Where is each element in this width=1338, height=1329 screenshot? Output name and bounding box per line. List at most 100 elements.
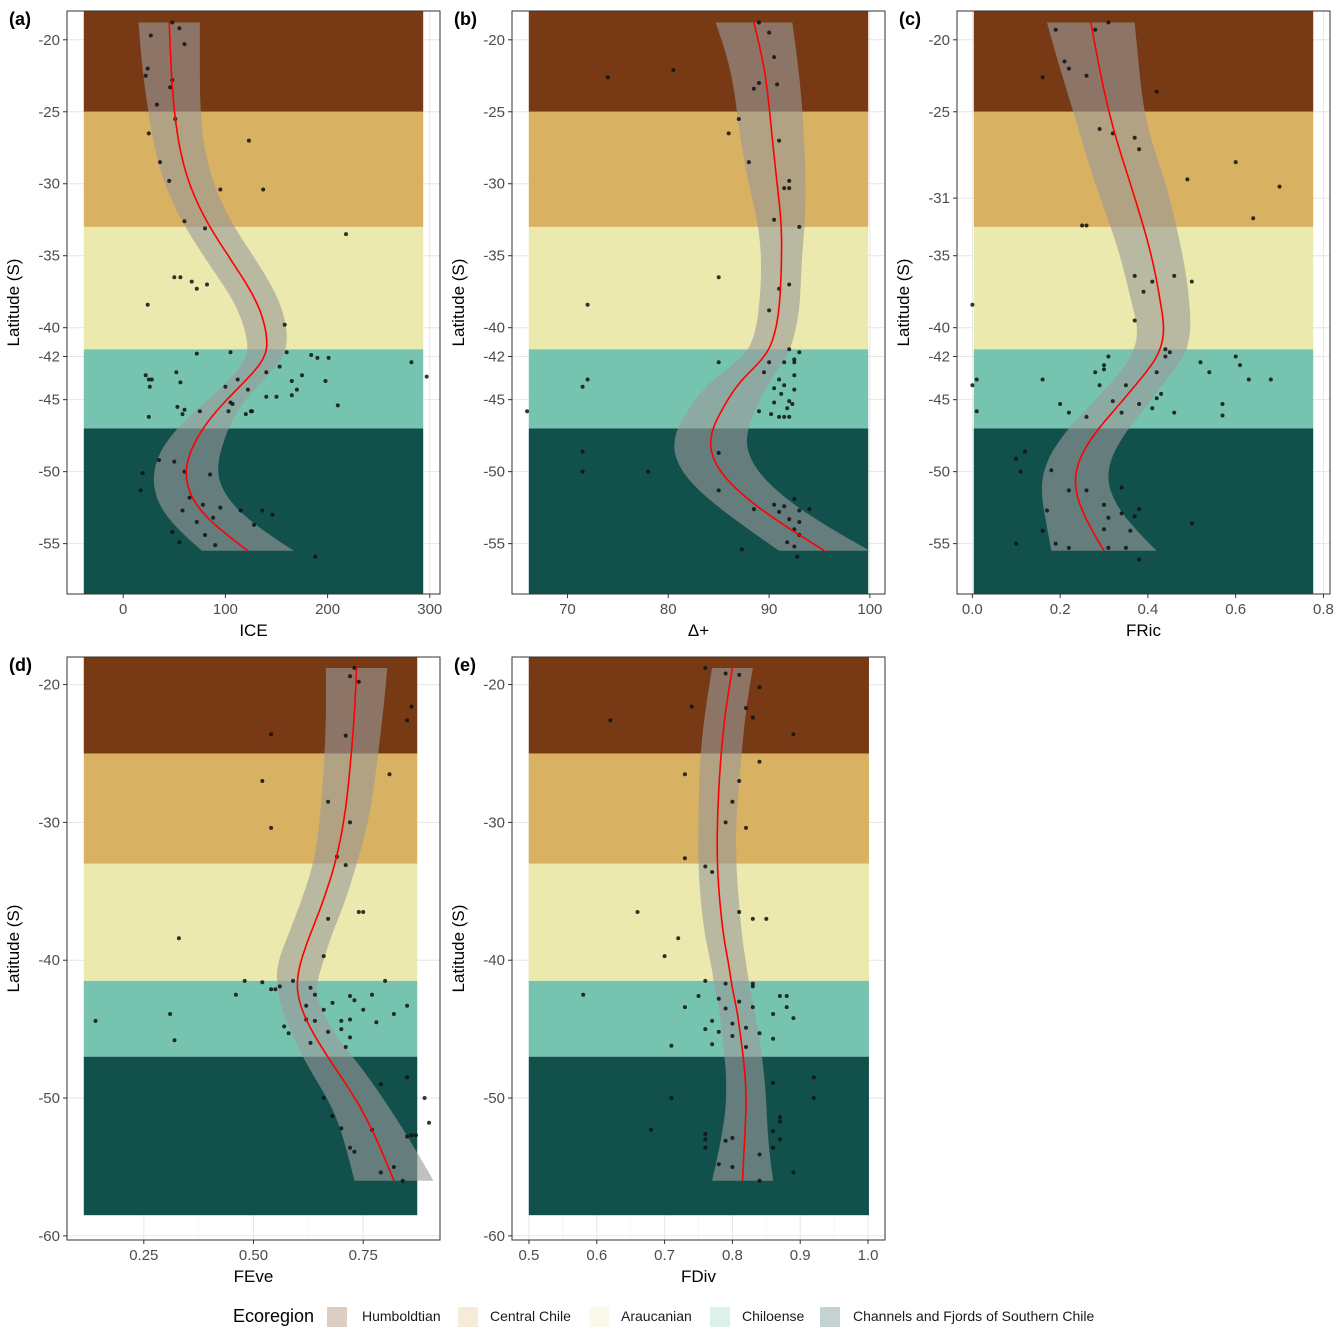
data-point: [662, 954, 667, 959]
data-point: [772, 217, 777, 222]
data-point: [1163, 347, 1168, 352]
data-points: [581, 666, 816, 1183]
y-tick-label: -50: [928, 464, 950, 481]
data-point: [710, 1018, 715, 1023]
x-tick-label: 80: [660, 601, 677, 618]
data-point: [974, 409, 979, 414]
y-tick-label: -42: [483, 348, 505, 365]
x-tick-label: 70: [559, 601, 576, 618]
data-point: [157, 458, 161, 463]
y-tick-label: -20: [38, 32, 60, 49]
data-point: [782, 504, 787, 509]
data-points: [138, 20, 429, 559]
y-tick-label: -45: [483, 392, 505, 409]
data-point: [757, 1178, 762, 1183]
data-point: [750, 981, 755, 986]
x-tick-label: 1.0: [858, 1247, 879, 1264]
data-point: [1040, 377, 1045, 382]
data-point: [242, 978, 247, 983]
data-point: [1040, 528, 1045, 533]
data-point: [1084, 488, 1089, 493]
y-tick-label: -42: [38, 348, 60, 365]
data-point: [682, 856, 687, 861]
data-point: [716, 996, 721, 1001]
y-tick-label: -60: [483, 1228, 505, 1245]
data-point: [777, 509, 782, 514]
data-point: [177, 26, 182, 31]
data-point: [1154, 370, 1159, 375]
data-point: [321, 1007, 326, 1012]
data-point: [182, 219, 187, 224]
data-point: [1189, 521, 1194, 526]
y-tick-label: -25: [928, 104, 950, 121]
data-point: [409, 704, 414, 709]
data-point: [757, 20, 761, 25]
data-point: [352, 998, 357, 1003]
data-point: [182, 407, 187, 412]
data-point: [348, 674, 352, 679]
data-point: [787, 178, 792, 183]
x-tick-label: 0.8: [1313, 601, 1334, 618]
x-tick-label: 0.5: [519, 1247, 540, 1264]
data-point: [970, 383, 975, 388]
x-tick-label: 0.75: [349, 1247, 378, 1264]
data-point: [777, 138, 782, 143]
data-point: [1014, 456, 1019, 461]
data-point: [282, 1024, 287, 1029]
data-point: [213, 543, 218, 548]
y-axis-title: Latitude (S): [4, 259, 23, 347]
data-point: [696, 994, 701, 998]
y-tick-label: -40: [928, 320, 950, 337]
data-point: [1023, 449, 1027, 454]
data-point: [143, 73, 148, 78]
data-point: [405, 1075, 410, 1080]
data-point: [777, 414, 782, 419]
data-point: [245, 387, 250, 392]
panel-tag: (e): [454, 655, 476, 675]
data-point: [323, 379, 328, 383]
data-point: [140, 471, 145, 476]
data-point: [1154, 396, 1159, 401]
data-point: [400, 1178, 405, 1183]
data-point: [330, 1000, 335, 1005]
data-point: [737, 779, 742, 783]
data-point: [1137, 557, 1142, 562]
data-point: [286, 1031, 291, 1036]
data-point: [1119, 410, 1124, 415]
x-tick-label: 0.0: [962, 601, 983, 618]
confidence-ribbon: [1041, 22, 1191, 551]
data-point: [771, 1012, 776, 1016]
data-point: [1207, 370, 1212, 375]
data-point: [228, 350, 233, 355]
data-point: [175, 404, 180, 409]
data-point: [226, 409, 231, 414]
y-tick-label: -30: [483, 814, 505, 831]
x-tick-label: 0.50: [239, 1247, 268, 1264]
data-point: [289, 393, 294, 398]
panel-tag: (a): [9, 9, 31, 29]
data-point: [797, 224, 802, 229]
band-humboldtian: [973, 11, 1314, 112]
data-point: [779, 391, 784, 396]
data-point: [1220, 413, 1225, 418]
data-point: [682, 772, 687, 777]
data-point: [176, 936, 181, 941]
data-point: [361, 1007, 366, 1012]
data-point: [1080, 223, 1085, 228]
data-point: [269, 987, 274, 992]
data-point: [710, 1042, 715, 1047]
data-point: [1102, 527, 1106, 532]
data-point: [716, 360, 721, 365]
confidence-ribbon: [698, 668, 774, 1181]
panel-tag: (d): [9, 655, 32, 675]
y-tick-label: -50: [38, 464, 60, 481]
data-point: [585, 302, 590, 307]
data-point: [1045, 508, 1049, 513]
legend-key-central-chile: [458, 1307, 478, 1327]
panel-border: [511, 10, 886, 595]
data-point: [671, 68, 676, 72]
data-point: [273, 987, 278, 992]
band-channels-and-fjords-of-southern-chile: [528, 1056, 869, 1216]
chart-figure: 0 100 200 300 -20 -25 -30 -35 -40 -42 -45 -50 -55 ICE…: [4, 9, 1334, 1286]
data-point: [1040, 75, 1045, 80]
